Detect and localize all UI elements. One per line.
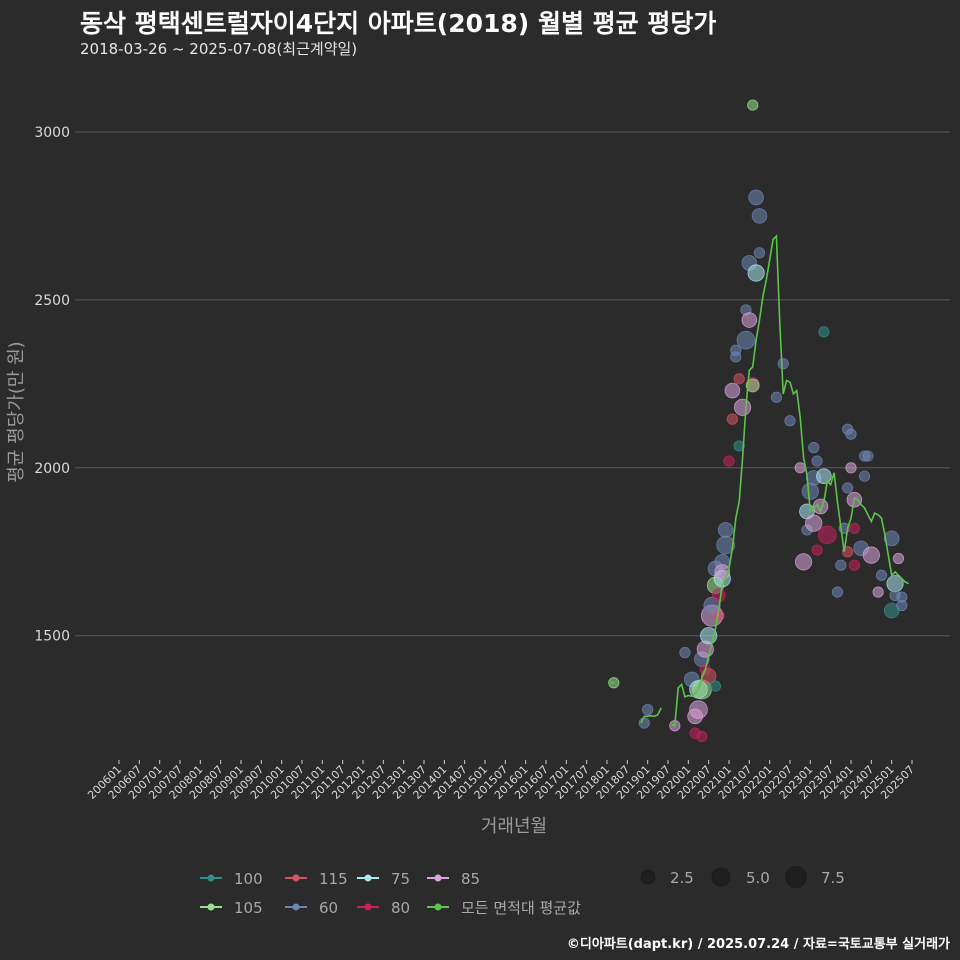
data-points	[608, 99, 908, 743]
data-point	[831, 586, 844, 598]
data-point	[741, 312, 758, 328]
data-point	[845, 428, 857, 440]
data-point	[679, 646, 691, 659]
data-point	[842, 482, 854, 494]
data-point	[817, 525, 837, 545]
legend-size-circle	[711, 867, 731, 887]
legend-label: 60	[319, 899, 338, 917]
data-point	[747, 99, 759, 111]
legend-label: 모든 면적대 평균값	[461, 899, 581, 917]
legend-size-label: 5.0	[746, 869, 770, 887]
data-point	[811, 455, 823, 467]
data-point	[896, 591, 908, 603]
legend-swatch	[434, 874, 442, 882]
y-tick-label: 2000	[34, 461, 70, 477]
x-axis-label: 거래년월	[481, 816, 547, 837]
data-point	[723, 455, 735, 467]
legend-size-circle	[640, 869, 656, 885]
data-point	[794, 462, 806, 474]
data-point	[808, 442, 820, 454]
data-point	[883, 530, 900, 547]
data-point	[862, 546, 880, 564]
legend-label: 100	[234, 870, 263, 888]
legend: 100 115 75 85 105 60 80 모든 면적대 평균값 2.5 5.0 7.5	[200, 866, 845, 917]
data-point	[858, 470, 871, 482]
data-point	[848, 559, 860, 571]
y-axis-ticks: 1500 2000 2500 3000	[34, 125, 70, 645]
data-point	[689, 700, 708, 719]
data-point	[724, 382, 741, 399]
data-point	[794, 553, 813, 571]
data-point	[751, 208, 768, 224]
grid-lines	[75, 131, 950, 637]
data-point	[875, 569, 888, 581]
data-point	[872, 586, 884, 598]
data-point	[747, 264, 765, 282]
data-point	[748, 189, 764, 206]
source-caption: ©디아파트(dapt.kr) / 2025.07.24 / 자료=국토교통부 실…	[566, 937, 950, 952]
data-point	[733, 373, 745, 385]
data-point	[717, 522, 734, 538]
legend-size-circle	[785, 866, 807, 888]
data-point	[777, 358, 789, 370]
legend-label: 80	[391, 899, 410, 917]
data-point	[696, 730, 708, 743]
chart-title: 동삭 평택센트럴자이4단지 아파트(2018) 월별 평균 평당가	[80, 9, 717, 38]
legend-swatch	[364, 874, 372, 882]
data-point	[770, 391, 783, 403]
data-point	[730, 351, 742, 363]
legend-size-label: 2.5	[670, 869, 694, 887]
legend-swatch	[292, 874, 300, 882]
data-point	[835, 559, 847, 571]
legend-size-label: 7.5	[821, 869, 845, 887]
y-axis-label: 평균 평당가(만 원)	[6, 341, 27, 482]
legend-swatch	[207, 903, 215, 911]
data-point	[883, 602, 900, 619]
legend-swatch	[364, 903, 372, 911]
data-point	[638, 717, 650, 729]
data-point	[801, 482, 819, 500]
data-point	[733, 398, 752, 416]
data-point	[811, 544, 823, 556]
data-point	[753, 247, 766, 259]
legend-label: 75	[391, 870, 410, 888]
data-point	[726, 413, 738, 425]
data-point	[736, 330, 756, 350]
data-point	[816, 468, 832, 484]
data-point	[700, 668, 717, 684]
legend-label: 85	[461, 870, 480, 888]
legend-swatch	[434, 903, 442, 911]
average-line	[610, 234, 909, 727]
legend-swatch	[207, 874, 215, 882]
x-axis-ticks: 2006012006072007012007072008012008072009…	[85, 760, 917, 802]
legend-swatch	[292, 903, 300, 911]
data-point	[818, 326, 830, 338]
y-tick-label: 2500	[34, 293, 70, 309]
data-point	[745, 378, 760, 393]
chart-subtitle: 2018-03-26 ~ 2025-07-08(최근계약일)	[80, 40, 358, 58]
data-point	[711, 588, 726, 603]
legend-label: 115	[319, 870, 348, 888]
y-tick-label: 3000	[34, 125, 70, 141]
data-point	[845, 462, 857, 474]
legend-label: 105	[234, 899, 263, 917]
data-point	[848, 522, 860, 534]
data-point	[709, 680, 722, 692]
data-point	[805, 514, 823, 532]
data-point	[733, 440, 745, 452]
y-tick-label: 1500	[34, 629, 70, 645]
data-point	[784, 415, 796, 427]
data-point	[642, 704, 654, 716]
data-point	[862, 450, 874, 462]
data-point	[892, 552, 905, 565]
